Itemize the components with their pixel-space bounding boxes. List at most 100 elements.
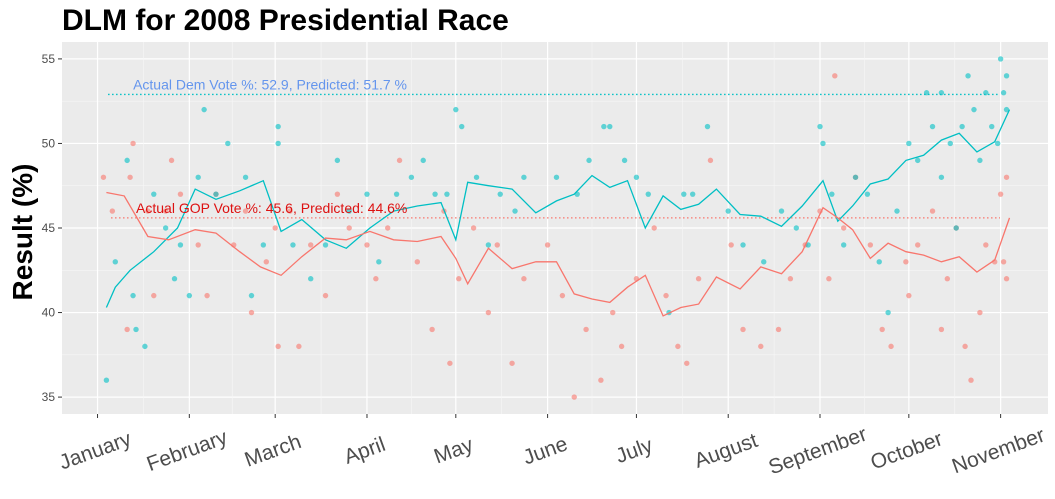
- y-tick-label: 35: [42, 390, 56, 404]
- dem-poll-point: [705, 124, 710, 129]
- gop-poll-point: [397, 158, 402, 163]
- dem-poll-point: [989, 124, 994, 129]
- dem-poll-point: [998, 56, 1003, 61]
- dem-poll-point: [444, 191, 449, 196]
- gop-poll-point: [456, 276, 461, 281]
- dem-poll-point: [104, 377, 109, 382]
- dem-poll-point: [409, 175, 414, 180]
- gop-poll-point: [888, 344, 893, 349]
- dem-poll-point: [1001, 90, 1006, 95]
- dem-poll-point: [142, 344, 147, 349]
- gop-poll-point: [196, 242, 201, 247]
- gop-poll-point: [696, 276, 701, 281]
- x-tick-label: February: [144, 426, 231, 477]
- dem-poll-point: [634, 175, 639, 180]
- gop-poll-point: [101, 175, 106, 180]
- gop-poll-point: [998, 191, 1003, 196]
- dem-poll-point: [498, 191, 503, 196]
- gop-poll-point: [1004, 276, 1009, 281]
- dem-poll-point: [885, 310, 890, 315]
- dem-poll-point: [829, 191, 834, 196]
- x-tick-label: January: [56, 427, 135, 474]
- gop-poll-point: [945, 276, 950, 281]
- dem-poll-point: [201, 107, 206, 112]
- y-tick-label: 40: [42, 306, 56, 320]
- gop-poll-point: [939, 327, 944, 332]
- dem-poll-point: [394, 191, 399, 196]
- dem-poll-point: [459, 124, 464, 129]
- dem-poll-point: [554, 175, 559, 180]
- gop-poll-point: [323, 293, 328, 298]
- gop-poll-point: [249, 310, 254, 315]
- gop-poll-point: [204, 293, 209, 298]
- dem-poll-point: [820, 141, 825, 146]
- dem-poll-point: [151, 191, 156, 196]
- dem-poll-point: [124, 158, 129, 163]
- gop-poll-point: [619, 344, 624, 349]
- gop-annotation: Actual GOP Vote %: 45.6, Predicted: 44.6…: [136, 200, 407, 216]
- dem-poll-point: [178, 242, 183, 247]
- dem-poll-point: [432, 191, 437, 196]
- dem-poll-point: [646, 191, 651, 196]
- gop-poll-point: [708, 158, 713, 163]
- gop-poll-point: [110, 208, 115, 213]
- gop-poll-point: [415, 259, 420, 264]
- dem-poll-point: [622, 158, 627, 163]
- y-tick-label: 50: [42, 136, 56, 150]
- dem-poll-point: [779, 208, 784, 213]
- dem-poll-point: [243, 175, 248, 180]
- gop-poll-point: [447, 361, 452, 366]
- gop-poll-point: [169, 158, 174, 163]
- dem-poll-point: [308, 276, 313, 281]
- dem-poll-point: [196, 175, 201, 180]
- dem-annotation: Actual Dem Vote %: 52.9, Predicted: 51.7…: [133, 76, 407, 92]
- gop-poll-point: [335, 191, 340, 196]
- x-tick-label: September: [766, 423, 870, 480]
- dem-poll-point: [924, 90, 929, 95]
- gop-poll-point: [776, 327, 781, 332]
- gop-poll-point: [740, 327, 745, 332]
- gop-poll-point: [684, 361, 689, 366]
- dem-poll-point: [172, 276, 177, 281]
- gop-poll-point: [127, 175, 132, 180]
- gop-poll-point: [308, 242, 313, 247]
- gop-poll-point: [178, 191, 183, 196]
- gop-poll-point: [124, 327, 129, 332]
- gop-poll-point: [583, 327, 588, 332]
- gop-poll-point: [275, 344, 280, 349]
- gop-poll-point: [545, 242, 550, 247]
- dem-poll-point: [865, 191, 870, 196]
- gop-poll-point: [906, 293, 911, 298]
- dem-poll-point: [130, 293, 135, 298]
- gop-poll-point: [151, 293, 156, 298]
- dem-poll-point: [290, 242, 295, 247]
- dem-poll-point: [187, 293, 192, 298]
- dem-poll-point: [275, 124, 280, 129]
- gop-poll-point: [272, 225, 277, 230]
- dem-poll-point: [163, 225, 168, 230]
- gop-poll-point: [879, 327, 884, 332]
- y-axis: 35 40 45 50 55: [42, 52, 62, 404]
- gop-poll-point: [915, 242, 920, 247]
- gop-poll-point: [486, 310, 491, 315]
- gop-poll-point: [962, 344, 967, 349]
- gop-poll-point: [598, 377, 603, 382]
- x-tick-label: April: [341, 433, 388, 469]
- dem-poll-point: [977, 158, 982, 163]
- dem-poll-point: [601, 124, 606, 129]
- gop-poll-point: [373, 276, 378, 281]
- dem-poll-point: [586, 158, 591, 163]
- x-tick-label: May: [431, 433, 477, 468]
- dem-poll-point: [213, 191, 218, 196]
- gop-poll-point: [826, 276, 831, 281]
- gop-poll-point: [977, 310, 982, 315]
- x-tick-label: October: [868, 427, 946, 474]
- gop-poll-point: [364, 242, 369, 247]
- dem-poll-point: [474, 175, 479, 180]
- x-axis: January February March April May June July Augu…: [56, 414, 1048, 479]
- gop-poll-point: [651, 225, 656, 230]
- gop-poll-point: [264, 259, 269, 264]
- dem-poll-point: [225, 141, 230, 146]
- gop-poll-point: [868, 242, 873, 247]
